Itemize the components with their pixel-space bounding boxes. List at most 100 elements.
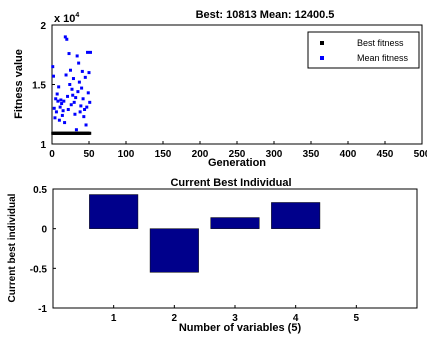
best-individual-x-ticks: 1 2 3 4 5 [111, 305, 360, 324]
mean-fitness-point [88, 50, 92, 54]
mean-fitness-point [82, 115, 86, 119]
mean-fitness-point [77, 80, 81, 84]
mean-fitness-point [85, 105, 89, 109]
mean-fitness-point [65, 37, 69, 41]
best-individual-x-tick-label: 5 [354, 313, 360, 324]
fitness-x-tick-label: 100 [118, 149, 135, 160]
fitness-y-tick-label: 2 [40, 21, 46, 32]
mean-fitness-point [81, 97, 85, 101]
mean-fitness-point [80, 69, 84, 73]
best-fitness-point [88, 131, 92, 135]
best-individual-bar [210, 217, 260, 229]
fitness-x-tick-label: 400 [340, 149, 357, 160]
mean-fitness-point [84, 123, 88, 127]
fitness-y-tick-label: 1 [40, 140, 46, 151]
mean-fitness-point [63, 121, 67, 125]
mean-fitness-point [70, 87, 74, 91]
best-individual-x-tick-label: 1 [111, 313, 117, 324]
legend-marker-best [320, 41, 324, 45]
best-individual-x-tick-label: 3 [232, 313, 238, 324]
legend-box [307, 31, 420, 69]
best-individual-bar [271, 202, 321, 229]
mean-fitness-point [58, 105, 62, 109]
best-individual-y-tick-label: 0 [41, 225, 47, 236]
mean-fitness-point [62, 99, 66, 103]
mean-fitness-point [64, 73, 68, 77]
fitness-plot-title: Best: 10813 Mean: 12400.5 [196, 9, 335, 21]
mean-fitness-point [87, 71, 91, 75]
mean-fitness-point [71, 93, 75, 97]
mean-fitness-point [66, 94, 70, 98]
mean-fitness-point [60, 113, 64, 117]
fitness-plot: Best: 10813 Mean: 12400.5 x 104 0 50 100 15… [13, 9, 427, 169]
best-individual-title: Current Best Individual [170, 177, 291, 189]
fitness-x-tick-label: 350 [303, 149, 320, 160]
mean-fitness-point [78, 110, 82, 114]
fitness-y-ticks: 11.52 [32, 21, 55, 151]
mean-fitness-point [69, 103, 73, 107]
mean-fitness-point [63, 35, 67, 39]
fitness-legend: Best fitness Mean fitness [307, 31, 420, 69]
y-exponent-label: x 104 [54, 12, 79, 25]
mean-fitness-point [86, 50, 90, 54]
best-individual-y-tick-label: 0.5 [33, 185, 47, 196]
mean-fitness-point [73, 112, 77, 116]
mean-fitness-point [71, 77, 75, 81]
legend-label-mean: Mean fitness [357, 53, 409, 63]
best-individual-bars [89, 194, 321, 273]
mean-fitness-point [80, 86, 84, 90]
best-individual-y-ticks: 0.5 0 -0.5 -1 [30, 185, 56, 315]
mean-fitness-point [72, 100, 76, 104]
mean-fitness-point [88, 100, 92, 104]
mean-fitness-point [75, 54, 79, 58]
legend-marker-mean [320, 56, 324, 60]
mean-fitness-point [57, 118, 61, 122]
mean-fitness-point [59, 98, 63, 102]
fitness-x-tick-label: 450 [377, 149, 394, 160]
mean-fitness-point [68, 83, 72, 86]
mean-fitness-point [61, 109, 65, 113]
mean-fitness-point [55, 92, 59, 96]
mean-fitness-point [86, 91, 90, 95]
fitness-x-tick-label: 0 [49, 149, 55, 160]
mean-fitness-point [54, 110, 58, 114]
fitness-x-tick-label: 200 [192, 149, 209, 160]
mean-fitness-point [57, 85, 61, 89]
mean-fitness-point [69, 68, 72, 72]
mean-fitness-point [56, 99, 60, 103]
fitness-x-tick-label: 500 [414, 149, 427, 160]
fitness-x-ticks: 0 50 100 150 200 250 300 350 400 450 500 [49, 141, 427, 160]
best-individual-x-tick-label: 2 [172, 313, 178, 324]
fitness-x-label: Generation [208, 157, 266, 169]
fitness-x-tick-label: 50 [83, 149, 95, 160]
mean-fitness-point [51, 65, 55, 69]
mean-fitness-point [76, 90, 80, 94]
mean-fitness-point [74, 96, 78, 100]
mean-fitness-point [79, 104, 83, 108]
fitness-x-tick-label: 250 [229, 149, 246, 160]
mean-fitness-point [67, 52, 71, 56]
fitness-x-tick-label: 150 [155, 149, 172, 160]
best-individual-y-label: Current best individual [7, 193, 18, 302]
mean-fitness-point [60, 102, 64, 106]
mean-fitness-point [74, 128, 78, 132]
best-individual-y-tick-label: -0.5 [30, 264, 48, 275]
mean-fitness-point [83, 107, 87, 111]
mean-fitness-point [52, 106, 56, 110]
mean-fitness-point [66, 107, 70, 111]
legend-label-best: Best fitness [357, 38, 404, 48]
best-individual-bar [149, 228, 199, 273]
mean-fitness-point [54, 97, 58, 101]
mean-fitness-point [77, 61, 81, 65]
fitness-y-tick-label: 1.5 [32, 81, 46, 92]
best-individual-plot: Current Best Individual 1 2 3 4 5 0.5 0 -0.5 -1… [7, 177, 418, 334]
best-individual-y-tick-label: -1 [38, 304, 47, 315]
mean-fitness-point [53, 116, 57, 120]
mean-fitness-point [51, 74, 55, 78]
fitness-points [51, 35, 92, 135]
mean-fitness-point [83, 75, 87, 79]
best-individual-bar [89, 194, 139, 229]
fitness-x-tick-label: 300 [266, 149, 283, 160]
best-individual-x-label: Number of variables (5) [179, 322, 302, 334]
